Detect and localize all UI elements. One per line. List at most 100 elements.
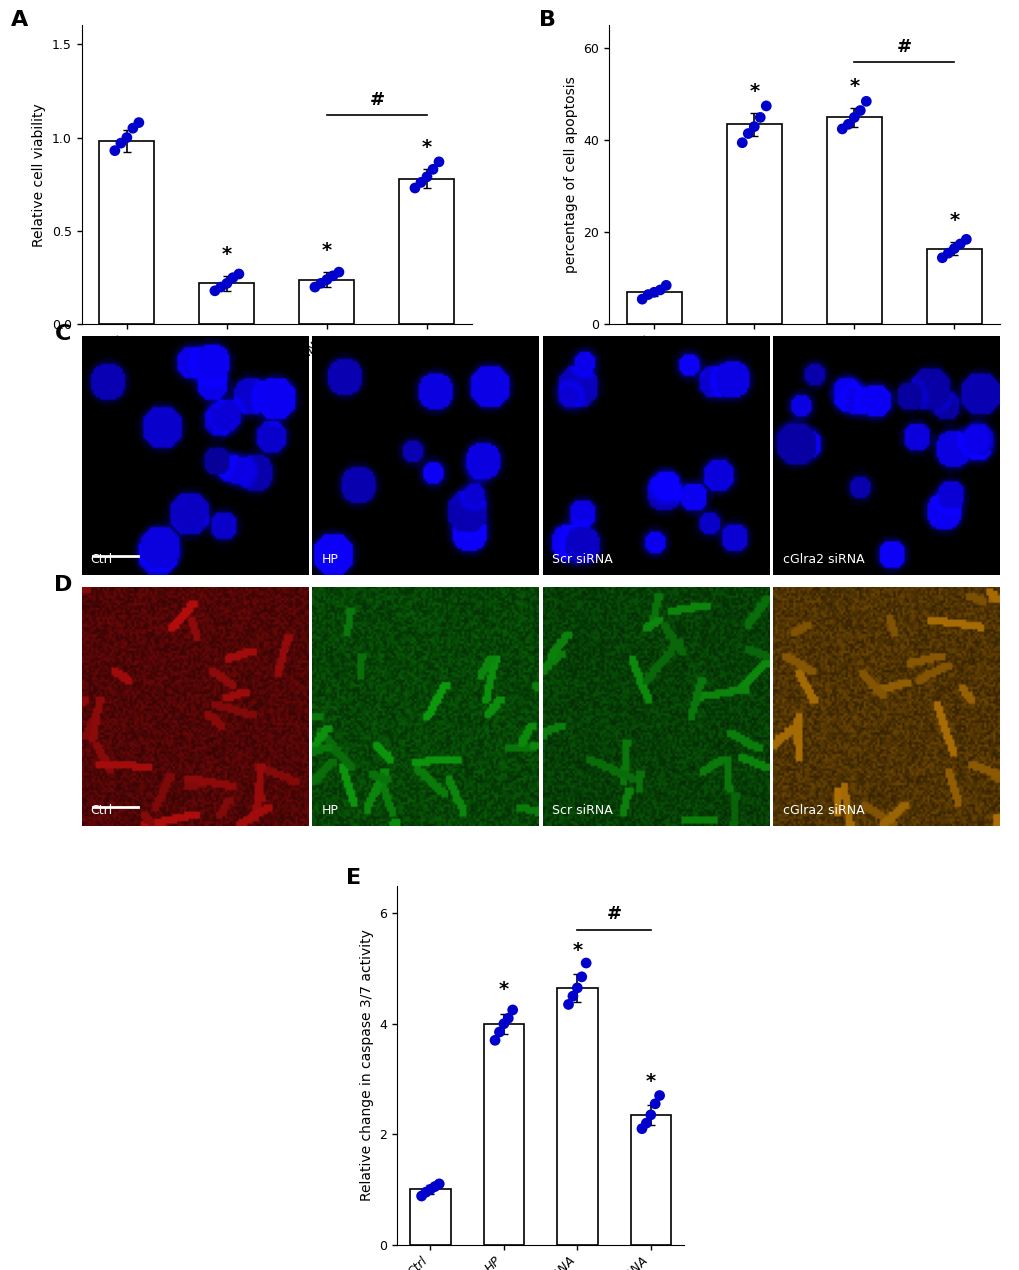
Point bbox=[957, 229, 973, 249]
Text: *: * bbox=[498, 980, 508, 999]
Text: *: * bbox=[572, 941, 582, 960]
Point bbox=[565, 986, 581, 1006]
Text: *: * bbox=[221, 245, 231, 264]
Text: C: C bbox=[54, 324, 70, 344]
Text: *: * bbox=[849, 77, 859, 97]
Text: HP: HP bbox=[321, 552, 338, 566]
Bar bbox=[399, 179, 454, 324]
Y-axis label: Relative cell viability: Relative cell viability bbox=[33, 103, 46, 246]
Point bbox=[638, 1113, 654, 1133]
Text: B: B bbox=[538, 10, 555, 30]
Point bbox=[413, 1186, 429, 1206]
Point bbox=[751, 107, 767, 127]
Point bbox=[634, 290, 650, 310]
Text: #: # bbox=[606, 904, 621, 923]
Point bbox=[740, 123, 756, 144]
Point bbox=[499, 1008, 516, 1029]
Point bbox=[407, 178, 423, 198]
Bar bbox=[727, 124, 781, 324]
Y-axis label: Relative change in caspase 3/7 activity: Relative change in caspase 3/7 activity bbox=[360, 930, 374, 1201]
Point bbox=[846, 107, 862, 127]
Point bbox=[224, 268, 240, 288]
Point bbox=[578, 952, 594, 973]
Point bbox=[573, 966, 589, 987]
Point bbox=[757, 95, 773, 116]
Point bbox=[419, 166, 435, 187]
Text: HP: HP bbox=[321, 804, 338, 817]
Text: D: D bbox=[54, 575, 72, 596]
Point bbox=[218, 273, 234, 293]
Point bbox=[486, 1030, 502, 1050]
Text: *: * bbox=[949, 211, 959, 230]
Point bbox=[431, 1173, 447, 1194]
Point bbox=[207, 281, 223, 301]
Point bbox=[946, 239, 962, 259]
Point bbox=[107, 141, 123, 161]
Bar bbox=[926, 249, 981, 324]
Point bbox=[230, 264, 247, 284]
Bar bbox=[556, 988, 597, 1245]
Text: cGlra2 siRNA: cGlra2 siRNA bbox=[782, 552, 863, 566]
Point bbox=[418, 1182, 434, 1203]
Bar bbox=[483, 1024, 524, 1245]
Point bbox=[633, 1119, 649, 1139]
Text: *: * bbox=[422, 138, 432, 157]
Text: #: # bbox=[896, 38, 911, 56]
Point bbox=[313, 273, 329, 293]
Point bbox=[734, 132, 750, 152]
Point bbox=[651, 279, 667, 300]
Text: E: E bbox=[345, 867, 361, 888]
Point bbox=[319, 269, 335, 290]
Text: #: # bbox=[369, 91, 384, 109]
Point bbox=[430, 151, 446, 171]
Bar bbox=[410, 1190, 450, 1245]
Text: *: * bbox=[322, 241, 331, 260]
Bar bbox=[626, 292, 681, 324]
Point bbox=[424, 159, 440, 179]
Point bbox=[422, 1180, 438, 1200]
Point bbox=[213, 277, 229, 297]
Text: Ctrl: Ctrl bbox=[91, 804, 113, 817]
Bar bbox=[826, 117, 881, 324]
Bar bbox=[630, 1115, 671, 1245]
Point bbox=[130, 113, 147, 133]
Point bbox=[745, 117, 761, 137]
Point bbox=[645, 282, 661, 302]
Text: Scr siRNA: Scr siRNA bbox=[551, 552, 612, 566]
Bar bbox=[99, 141, 154, 324]
Point bbox=[112, 133, 128, 154]
Point bbox=[646, 1093, 662, 1114]
Point bbox=[651, 1086, 667, 1106]
Point bbox=[851, 100, 867, 121]
Y-axis label: percentage of cell apoptosis: percentage of cell apoptosis bbox=[564, 76, 577, 273]
Point bbox=[413, 173, 429, 193]
Point bbox=[491, 1022, 507, 1043]
Point bbox=[426, 1176, 442, 1196]
Point bbox=[495, 1013, 512, 1034]
Point bbox=[933, 248, 950, 268]
Point bbox=[569, 978, 585, 998]
Point bbox=[124, 118, 141, 138]
Bar bbox=[199, 283, 254, 324]
Point bbox=[642, 1105, 658, 1125]
Point bbox=[307, 277, 323, 297]
Point bbox=[118, 127, 135, 147]
Point bbox=[640, 284, 656, 305]
Point bbox=[840, 114, 856, 135]
Point bbox=[559, 994, 576, 1015]
Text: *: * bbox=[645, 1072, 655, 1091]
Text: cGlra2 siRNA: cGlra2 siRNA bbox=[782, 804, 863, 817]
Point bbox=[834, 119, 850, 140]
Text: Scr siRNA: Scr siRNA bbox=[551, 804, 612, 817]
Point bbox=[940, 243, 956, 263]
Point bbox=[324, 265, 340, 286]
Text: Ctrl: Ctrl bbox=[91, 552, 113, 566]
Point bbox=[504, 999, 521, 1020]
Text: A: A bbox=[11, 10, 29, 30]
Point bbox=[857, 91, 873, 112]
Bar bbox=[300, 279, 354, 324]
Text: *: * bbox=[749, 81, 758, 100]
Point bbox=[952, 234, 968, 254]
Point bbox=[657, 276, 674, 296]
Point bbox=[330, 262, 346, 282]
